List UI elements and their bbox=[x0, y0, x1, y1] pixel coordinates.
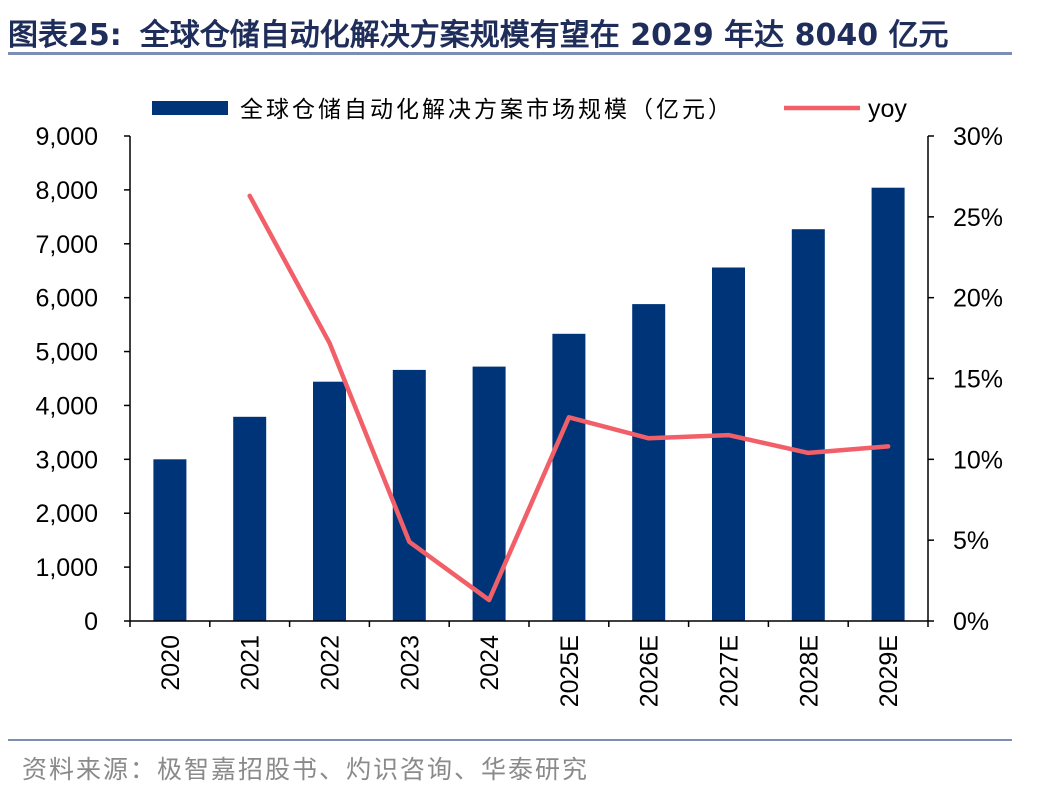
x-tick-label-2021: 2021 bbox=[237, 635, 265, 691]
legend-bar-swatch bbox=[152, 101, 228, 115]
bar-2028E bbox=[791, 229, 825, 621]
legend-bar-label: 全球仓储自动化解决方案市场规模（亿元） bbox=[240, 97, 734, 123]
bar-series bbox=[153, 187, 905, 621]
bar-line-chart: 全球仓储自动化解决方案市场规模（亿元） yoy 0 1,000 2,000 3,000 4… bbox=[35, 95, 1003, 707]
left-tick-label-9000: 9,000 bbox=[35, 123, 98, 151]
title-divider bbox=[8, 52, 1012, 55]
legend: 全球仓储自动化解决方案市场规模（亿元） yoy bbox=[152, 95, 907, 123]
left-tick-label-6000: 6,000 bbox=[35, 285, 98, 313]
left-tick-label-2000: 2,000 bbox=[35, 500, 98, 528]
bar-2027E bbox=[712, 267, 745, 621]
bar-2020 bbox=[153, 459, 187, 621]
x-tick-label-2028E: 2028E bbox=[795, 635, 823, 707]
x-tick-label-2020: 2020 bbox=[157, 635, 185, 691]
bar-2029E bbox=[871, 187, 905, 621]
bar-2022 bbox=[313, 381, 346, 621]
right-tick-label-15: 15% bbox=[953, 366, 1003, 394]
x-tick-label-2022: 2022 bbox=[317, 635, 345, 691]
x-tick-label-2025E: 2025E bbox=[556, 635, 584, 707]
left-tick-label-8000: 8,000 bbox=[35, 177, 98, 205]
bar-2023 bbox=[392, 369, 426, 621]
line-series bbox=[247, 193, 891, 603]
chart-title: 图表25: 全球仓储自动化解决方案规模有望在 2029 年达 8040 亿元 bbox=[8, 10, 949, 54]
left-tick-label-3000: 3,000 bbox=[35, 446, 98, 474]
left-tick-label-1000: 1,000 bbox=[35, 554, 98, 582]
x-tick-label-2026E: 2026E bbox=[636, 635, 664, 707]
axes: 0 1,000 2,000 3,000 4,000 5,000 6,000 7,000 8,00… bbox=[35, 123, 1003, 707]
x-tick-label-2027E: 2027E bbox=[716, 635, 744, 707]
figure-label: 图表25: bbox=[8, 18, 122, 53]
source-note: 资料来源：极智嘉招股书、灼识咨询、华泰研究 bbox=[22, 755, 590, 784]
right-tick-label-10: 10% bbox=[953, 446, 1003, 474]
x-tick-label-2024: 2024 bbox=[476, 635, 504, 691]
left-tick-label-4000: 4,000 bbox=[35, 392, 98, 420]
bar-2025E bbox=[552, 333, 586, 621]
right-tick-label-5: 5% bbox=[953, 527, 989, 555]
title-text: 全球仓储自动化解决方案规模有望在 2029 年达 8040 亿元 bbox=[139, 18, 949, 53]
right-tick-label-20: 20% bbox=[953, 285, 1003, 313]
x-tick-label-2029E: 2029E bbox=[875, 635, 903, 707]
bar-2021 bbox=[233, 416, 267, 621]
footer-divider bbox=[8, 739, 1012, 741]
bar-2024 bbox=[472, 366, 506, 621]
right-tick-label-30: 30% bbox=[953, 123, 1003, 151]
bar-2026E bbox=[632, 304, 666, 621]
x-tick-label-2023: 2023 bbox=[396, 635, 424, 691]
left-tick-label-0: 0 bbox=[84, 608, 98, 636]
right-tick-label-25: 25% bbox=[953, 204, 1003, 232]
left-tick-label-7000: 7,000 bbox=[35, 231, 98, 259]
right-tick-label-0: 0% bbox=[953, 608, 989, 636]
legend-line-label: yoy bbox=[868, 95, 907, 123]
left-tick-label-5000: 5,000 bbox=[35, 339, 98, 367]
